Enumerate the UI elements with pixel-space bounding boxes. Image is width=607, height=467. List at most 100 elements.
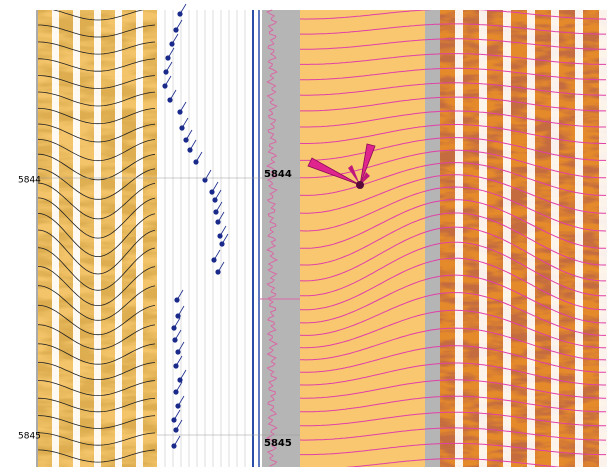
pad-gap [527,10,535,467]
sinusoid [38,380,156,396]
pad-gap [479,10,487,467]
sinusoid [38,75,156,89]
sinusoid [300,362,606,386]
pad-gap [136,10,143,467]
tadpole [177,377,183,383]
sinusoid [300,345,607,373]
tadpole [167,97,173,103]
sinusoid [300,186,607,232]
interpretation-track [300,10,425,467]
sinusoid [38,58,156,72]
sinusoids [38,10,156,463]
pad-gap [115,10,122,467]
tadpole [213,209,219,215]
sinusoid [38,197,156,239]
tadpole [183,137,189,143]
sinusoid [300,442,606,456]
sinusoid [300,23,606,35]
sinusoid [38,449,156,463]
tadpole [173,427,179,433]
tadpole [202,177,208,183]
tadpole [175,349,181,355]
sinusoid [38,138,156,162]
tadpole [172,337,178,343]
sinusoid [38,182,156,220]
tadpole [175,313,181,319]
sinusoid [38,41,156,55]
sinusoid [300,162,606,196]
sinusoid [300,10,607,20]
log-curve [265,9,279,467]
rose-petal [359,143,376,186]
pad-gap [94,10,101,467]
sinusoid [38,123,156,143]
tadpole [174,297,180,303]
sinusoid [300,241,606,297]
depth-label: 5844 [18,176,41,186]
depth-label: 5845 [18,432,41,442]
rose-center [356,181,364,189]
sinusoid [300,38,606,50]
sinusoid [52,10,144,21]
tadpole [215,269,221,275]
rose-petal [360,172,370,185]
pad-gaps [455,10,607,467]
sinusoid [300,67,606,81]
tadpole [173,389,179,395]
rose-petal [348,165,360,185]
sinusoids [300,10,607,467]
tadpole [193,159,199,165]
pad-gap [599,10,607,467]
tadpole [173,363,179,369]
tadpole [177,109,183,115]
tadpole [209,189,215,195]
tadpole [171,417,177,423]
tadpole [171,443,177,449]
pad-gap [503,10,511,467]
sinusoid [300,327,607,361]
sinusoid [38,415,156,429]
sinusoid [38,24,156,38]
tadpole [212,197,218,203]
tadpole [163,69,169,75]
sinusoid [300,411,607,427]
pad-gap [575,10,583,467]
sinusoid [300,82,606,96]
sinusoid [300,395,606,413]
tadpole [165,55,171,61]
sinusoid [300,110,606,128]
sinusoid [300,257,607,311]
sinusoid [300,137,606,161]
tadpole [173,27,179,33]
sinusoid [38,247,156,291]
tadpoles [162,3,229,449]
sinusoid [300,199,606,249]
pad-gap [551,10,559,467]
tadpole [217,233,223,239]
sinusoid [38,266,156,307]
sinusoid [300,309,606,349]
pad-gap [73,10,80,467]
sinusoid [300,96,606,112]
sinusoid [300,174,606,214]
tadpole [162,83,168,89]
sinusoid [38,362,156,381]
sinusoid [300,379,606,399]
rose-diagram [307,143,376,189]
sinusoid [38,432,156,446]
tadpole [171,325,177,331]
sinusoid [300,427,606,441]
tadpole [179,125,185,131]
tadpole [169,41,175,47]
sinusoid [300,274,606,324]
sinusoid [300,212,606,266]
tadpole [211,257,217,263]
sinusoid [38,397,156,413]
tadpole [175,403,181,409]
gap [425,10,440,467]
tadpole [219,241,225,247]
sinusoid [300,53,606,65]
sinusoid [300,292,606,336]
sinusoid [38,153,156,181]
track-depth-label: 5845 [264,438,292,449]
